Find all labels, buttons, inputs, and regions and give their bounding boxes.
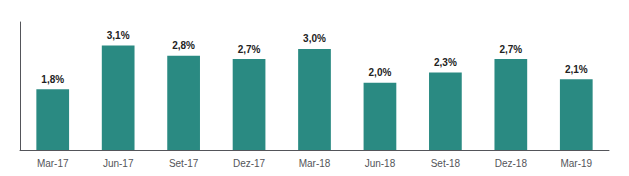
svg-text:2,1%: 2,1% bbox=[565, 64, 588, 75]
svg-text:Jun-18: Jun-18 bbox=[365, 158, 396, 169]
svg-text:Mar-19: Mar-19 bbox=[560, 158, 592, 169]
svg-text:Set-18: Set-18 bbox=[431, 158, 461, 169]
svg-text:Set-17: Set-17 bbox=[169, 158, 199, 169]
svg-text:Dez-18: Dez-18 bbox=[495, 158, 528, 169]
svg-text:Mar-18: Mar-18 bbox=[299, 158, 331, 169]
svg-text:Mar-17: Mar-17 bbox=[37, 158, 69, 169]
svg-text:3,1%: 3,1% bbox=[107, 30, 130, 41]
svg-text:Jun-17: Jun-17 bbox=[103, 158, 134, 169]
svg-text:2,7%: 2,7% bbox=[238, 44, 261, 55]
svg-text:Dez-17: Dez-17 bbox=[233, 158, 266, 169]
svg-text:2,7%: 2,7% bbox=[499, 44, 522, 55]
svg-text:2,0%: 2,0% bbox=[369, 67, 392, 78]
svg-text:1,8%: 1,8% bbox=[41, 74, 64, 85]
svg-text:3,0%: 3,0% bbox=[303, 33, 326, 44]
svg-text:2,3%: 2,3% bbox=[434, 57, 457, 68]
svg-text:2,8%: 2,8% bbox=[172, 40, 195, 51]
